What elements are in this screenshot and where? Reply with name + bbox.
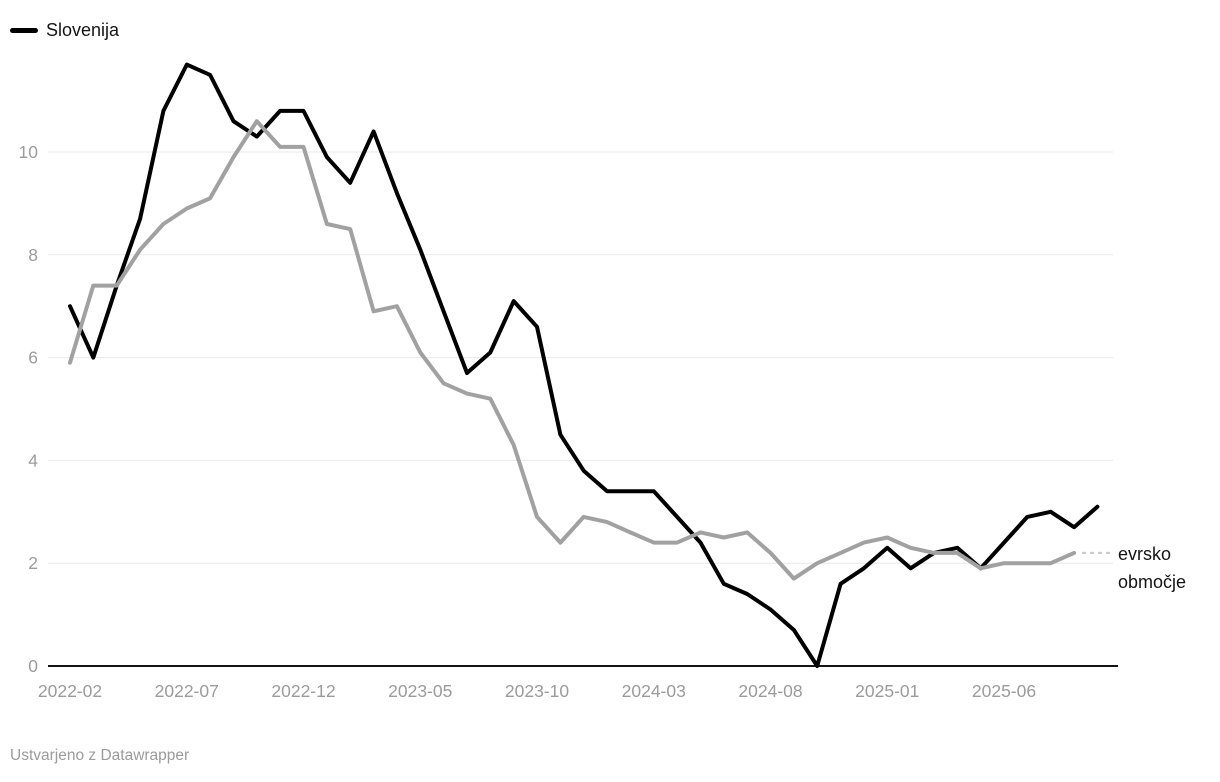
x-tick-label: 2022-02	[38, 681, 102, 701]
datawrapper-credit-link[interactable]: Ustvarjeno z Datawrapper	[10, 747, 190, 764]
legend-label-slovenija: Slovenija	[46, 20, 120, 40]
x-tick-label: 2025-01	[855, 681, 919, 701]
series-label-evrsko-obmocje: evrsko območje	[1118, 540, 1186, 596]
y-tick-label: 2	[28, 553, 38, 573]
y-tick-label: 4	[28, 450, 38, 470]
x-tick-label: 2022-07	[155, 681, 219, 701]
series-label-line2: območje	[1118, 572, 1187, 592]
x-tick-label: 2023-05	[388, 681, 452, 701]
x-tick-label: 2022-12	[271, 681, 335, 701]
legend: Slovenija	[10, 20, 119, 41]
x-tick-label: 2023-10	[505, 681, 569, 701]
y-tick-label: 8	[28, 245, 38, 265]
y-tick-label: 0	[28, 656, 38, 676]
x-tick-label: 2024-03	[622, 681, 686, 701]
y-tick-label: 10	[19, 142, 39, 162]
legend-swatch-slovenija-icon	[10, 28, 38, 33]
series-line-slovenija	[68, 62, 1100, 668]
x-tick-label: 2024-08	[738, 681, 802, 701]
series-label-line1: evrsko	[1118, 544, 1172, 564]
series-line-evrsko-območje	[68, 119, 1077, 581]
y-tick-label: 6	[28, 348, 38, 368]
x-tick-label: 2025-06	[972, 681, 1036, 701]
